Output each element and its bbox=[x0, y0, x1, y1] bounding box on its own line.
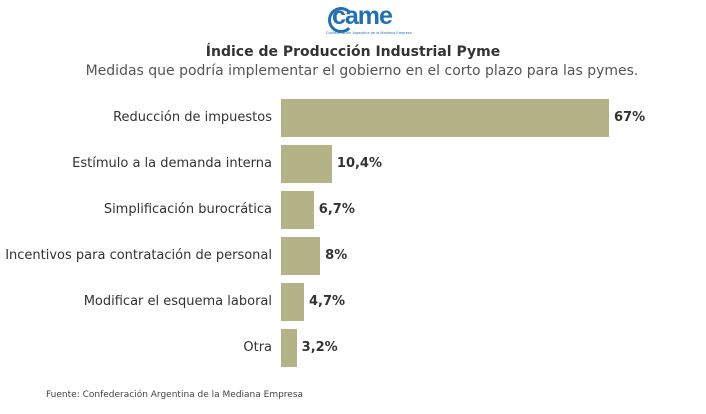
logo-subtitle: Confederación Argentina de la Mediana Em… bbox=[326, 31, 412, 35]
chart-title: Índice de Producción Industrial Pyme bbox=[205, 44, 501, 60]
value-label: 10,4% bbox=[336, 156, 383, 171]
value-label: 67% bbox=[614, 110, 646, 125]
bar bbox=[281, 237, 321, 275]
category-label: Simplificación burocrática bbox=[103, 202, 272, 217]
category-label: Otra bbox=[243, 340, 272, 355]
bar bbox=[281, 145, 332, 183]
category-label: Incentivos para contratación de personal bbox=[5, 248, 272, 263]
bar bbox=[281, 283, 304, 321]
value-label: 4,7% bbox=[309, 294, 346, 309]
logo-ring-icon bbox=[328, 7, 354, 33]
category-label: Modificar el esquema laboral bbox=[83, 294, 272, 309]
logo-word: came bbox=[332, 2, 393, 30]
chart-subtitle: Medidas que podría implementar el gobier… bbox=[85, 63, 639, 79]
bar bbox=[281, 191, 314, 229]
value-label: 6,7% bbox=[318, 202, 355, 217]
value-label: 8% bbox=[325, 248, 348, 263]
came-logo: came Confederación Argentina de la Media… bbox=[326, 2, 412, 38]
category-label: Estímulo a la demanda interna bbox=[72, 156, 272, 171]
bar bbox=[281, 99, 609, 137]
bar bbox=[281, 329, 297, 367]
value-label: 3,2% bbox=[301, 340, 338, 355]
category-label: Reducción de impuestos bbox=[113, 110, 272, 125]
source-note: Fuente: Confederación Argentina de la Me… bbox=[46, 390, 304, 400]
